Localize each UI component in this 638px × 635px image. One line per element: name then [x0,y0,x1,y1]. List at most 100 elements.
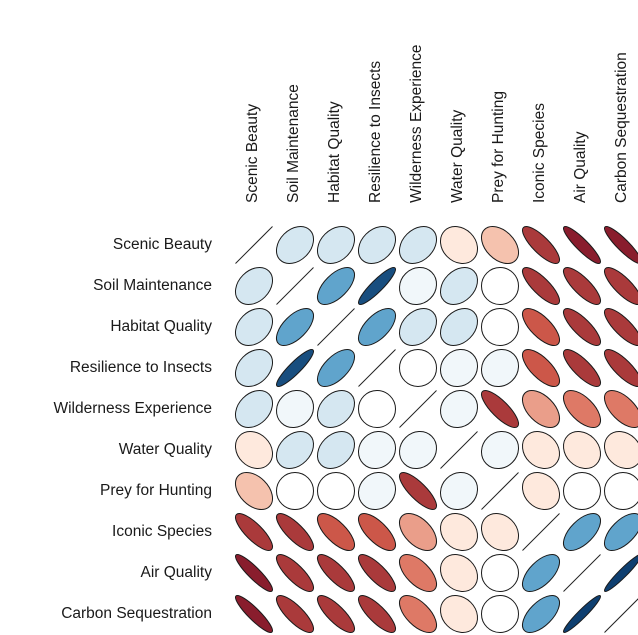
row-label: Resilience to Insects [69,359,212,376]
correlation-ellipse [563,308,601,346]
correlation-ellipse [522,554,560,592]
correlation-ellipse [603,430,638,470]
diagonal-line [235,226,273,264]
correlation-ellipse [604,349,638,387]
correlation-ellipse [521,430,561,470]
correlation-ellipse [521,471,561,511]
correlation-ellipse [481,595,519,633]
correlation-ellipse [317,226,355,264]
correlation-ellipse [440,308,478,346]
correlation-ellipse [604,308,638,346]
correlation-ellipse [358,554,396,592]
column-label: Air Quality [572,131,589,204]
correlation-ellipse [604,472,638,510]
correlation-ellipse [481,267,519,305]
column-label: Scenic Beauty [244,103,261,203]
correlation-ellipse [235,554,273,592]
row-label: Water Quality [118,441,212,458]
diagonal-line [358,349,396,387]
correlation-ellipse [563,226,601,264]
correlation-ellipse [481,308,519,346]
correlation-ellipse [317,431,355,469]
correlation-ellipse [235,390,273,428]
correlation-ellipse [317,513,355,551]
row-label: Carbon Sequestration [61,605,212,622]
correlation-ellipse [317,554,355,592]
correlation-ellipse [604,390,638,428]
correlation-ellipse [399,431,437,469]
column-label: Habitat Quality [326,101,343,203]
correlation-ellipse [562,430,602,470]
column-label: Prey for Hunting [490,91,507,203]
correlation-ellipse [234,430,274,470]
correlation-ellipse [358,390,396,428]
correlation-ellipse [358,308,396,346]
correlation-ellipse [563,513,601,551]
column-label: Wilderness Experience [408,44,425,203]
correlation-ellipse [276,554,314,592]
correlation-ellipse [439,594,479,634]
correlation-ellipse [439,225,479,265]
correlation-ellipse [276,595,314,633]
correlation-ellipse [358,267,396,305]
correlation-ellipse [481,554,519,592]
correlation-ellipse [521,389,561,429]
diagonal-line [481,472,519,510]
row-label: Prey for Hunting [100,482,212,499]
column-label: Resilience to Insects [367,60,384,203]
correlation-ellipse [276,390,314,428]
correlation-ellipse [563,267,601,305]
correlation-ellipse [317,595,355,633]
correlation-ellipse [317,349,355,387]
diagonal-line [276,267,314,305]
correlation-ellipse [399,267,437,305]
diagonal-line [563,554,601,592]
correlation-ellipse [439,512,479,552]
correlation-ellipse [399,226,437,264]
correlation-ellipse [399,349,437,387]
diagonal-line [399,390,437,428]
correlation-ellipse [481,349,519,387]
correlation-ellipse [399,472,437,510]
correlation-ellipse [480,225,520,265]
diagonal-line [317,308,355,346]
correlation-ellipse [276,513,314,551]
correlation-ellipse [398,512,438,552]
column-label: Soil Maintenance [285,84,302,203]
correlation-ellipse [399,308,437,346]
correlation-ellipse [440,349,478,387]
correlation-ellipse [276,349,314,387]
correlation-ellipse [522,349,560,387]
correlation-ellipse [276,226,314,264]
row-label: Iconic Species [112,523,212,540]
correlation-ellipse [235,308,273,346]
column-label: Water Quality [449,109,466,203]
correlation-ellipse [440,390,478,428]
correlation-ellipse [358,513,396,551]
correlation-ellipse [317,472,355,510]
correlation-ellipse [604,513,638,551]
correlation-ellipse [358,226,396,264]
diagonal-line [440,431,478,469]
row-label: Habitat Quality [110,318,212,335]
row-label: Soil Maintenance [93,277,212,294]
correlation-ellipse [440,472,478,510]
correlation-ellipse [563,390,601,428]
correlation-ellipse [234,471,274,511]
correlation-ellipse [235,267,273,305]
correlation-ellipse [481,390,519,428]
correlation-ellipse [276,308,314,346]
correlation-ellipse [399,595,437,633]
correlation-ellipse [522,308,560,346]
correlation-ellipse [522,595,560,633]
row-label: Scenic Beauty [112,236,212,253]
correlation-ellipse [563,349,601,387]
correlation-ellipse [604,267,638,305]
correlation-ellipse [522,226,560,264]
correlation-ellipse [235,349,273,387]
row-label: Wilderness Experience [53,400,212,417]
diagonal-line [522,513,560,551]
correlation-ellipse [522,267,560,305]
correlation-ellipse [317,267,355,305]
